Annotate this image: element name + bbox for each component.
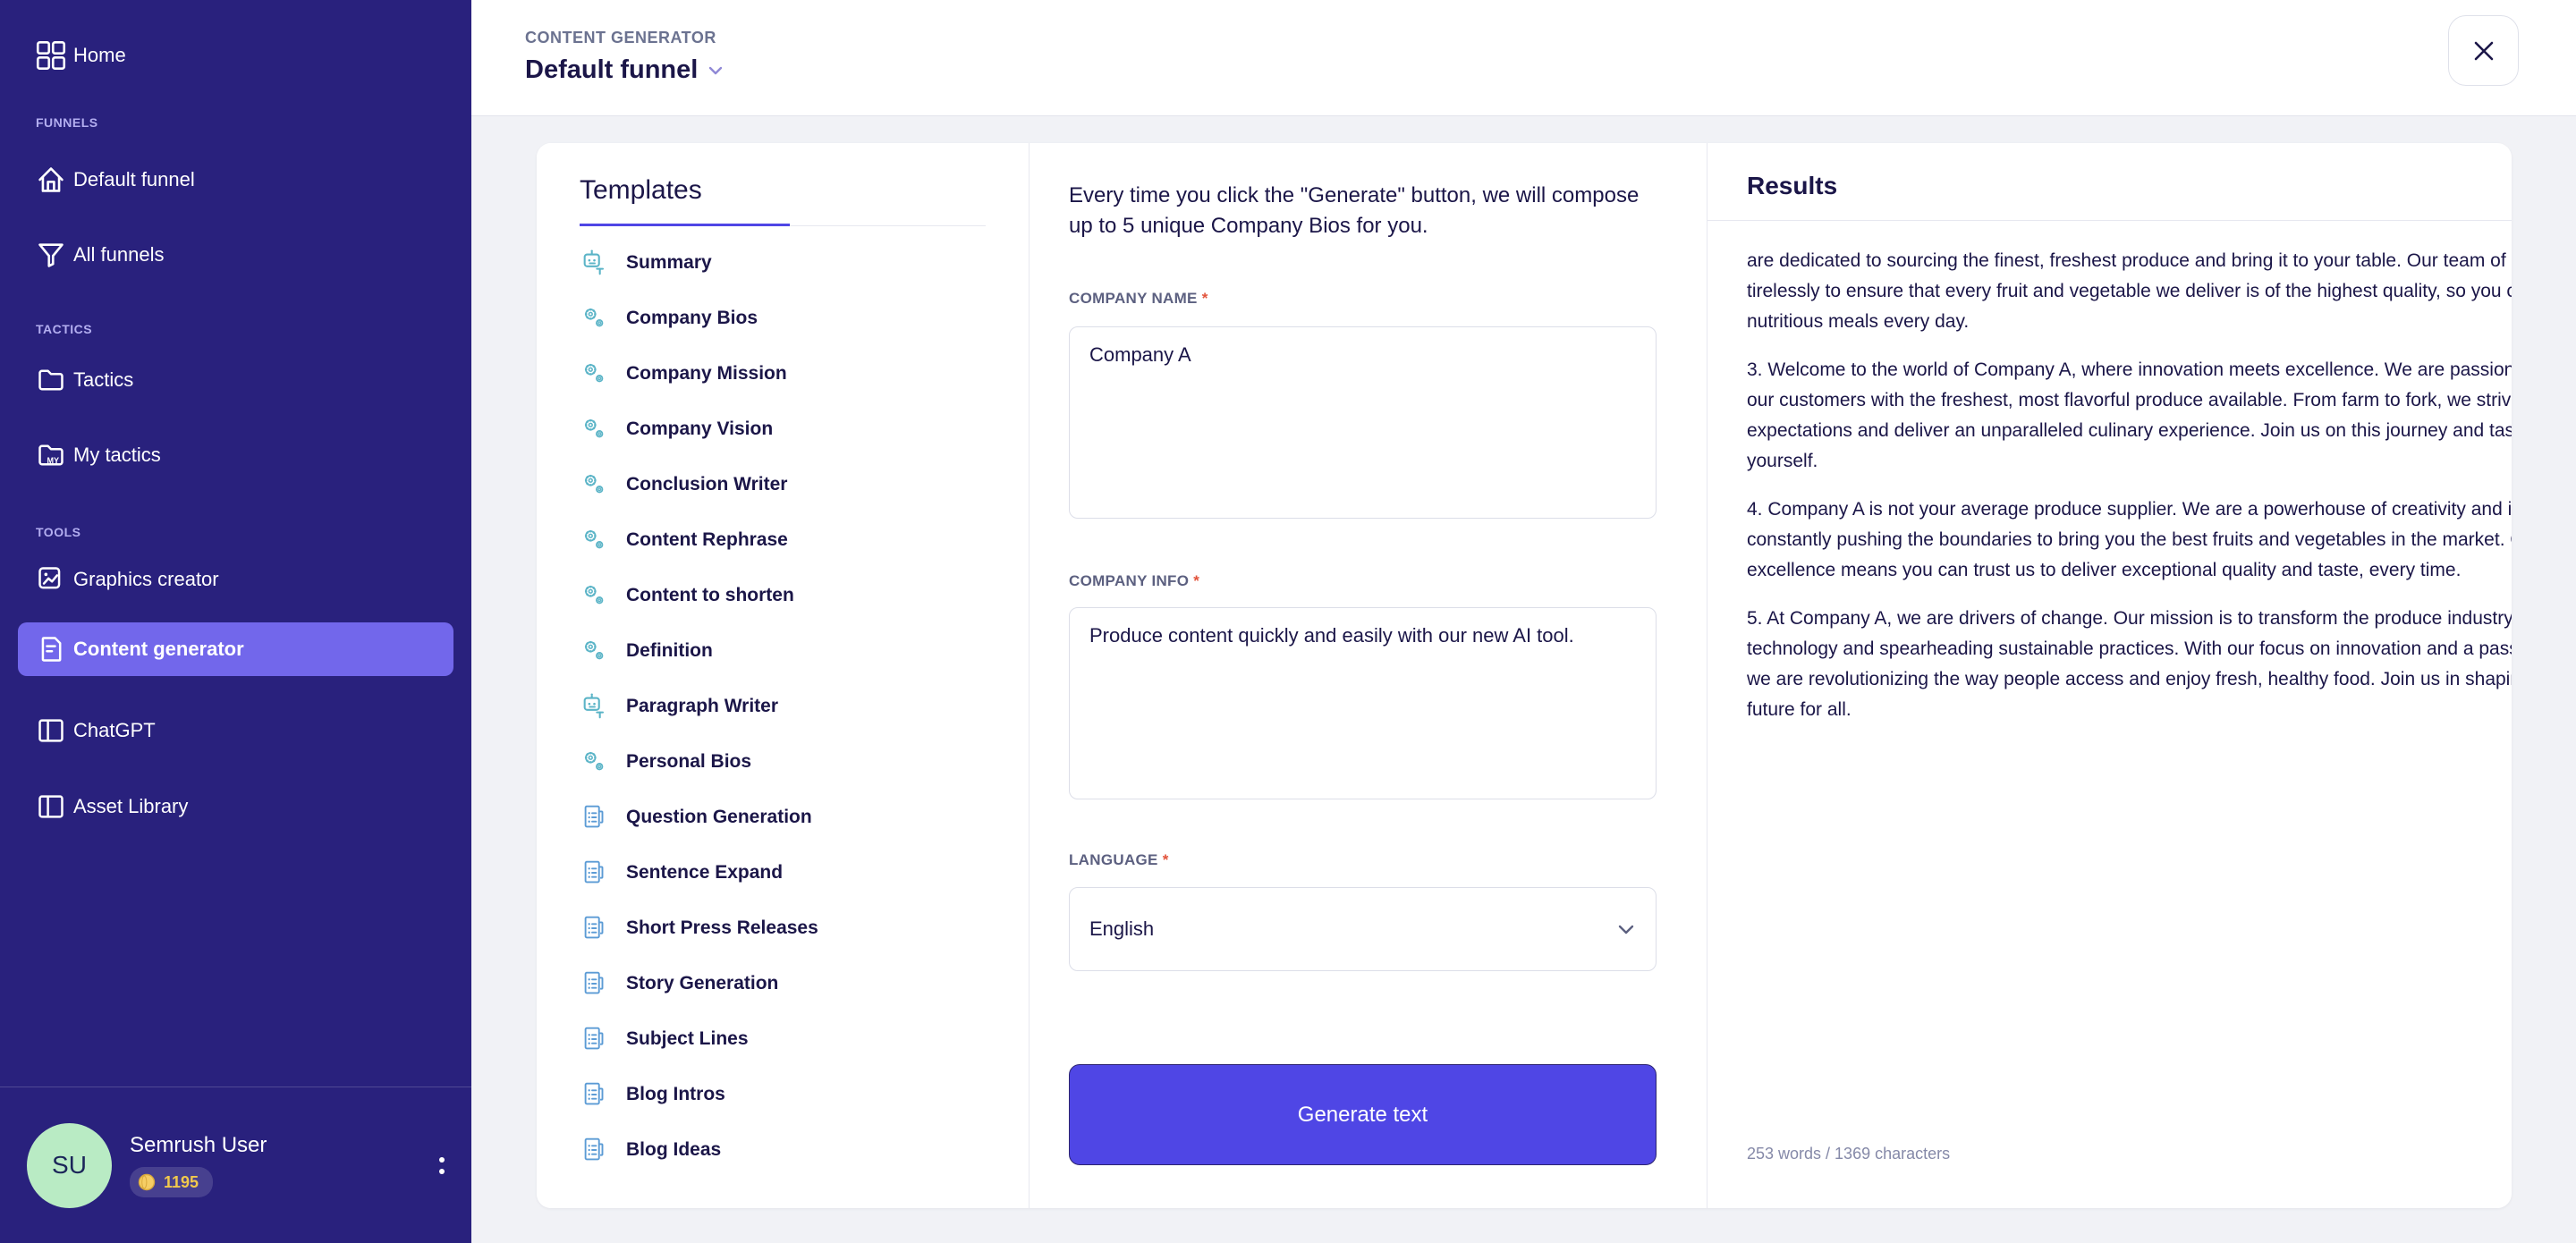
- svg-text:MY: MY: [47, 456, 59, 465]
